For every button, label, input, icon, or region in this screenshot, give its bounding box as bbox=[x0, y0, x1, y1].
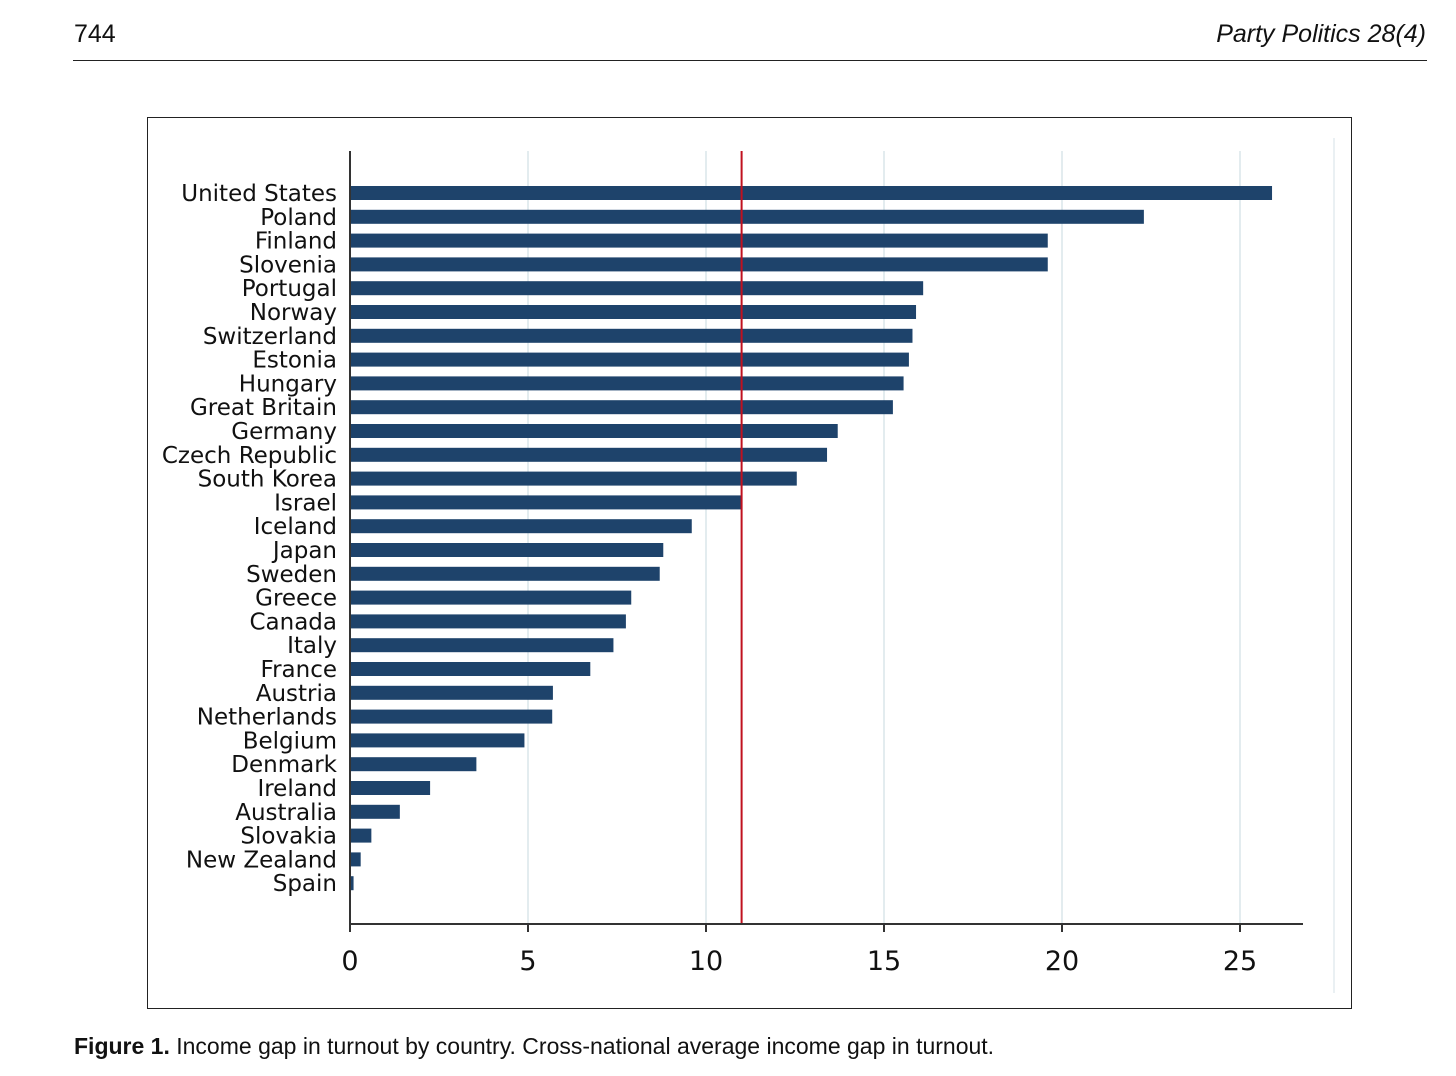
bar bbox=[350, 543, 664, 557]
category-label: New Zealand bbox=[186, 847, 337, 873]
bar bbox=[350, 566, 660, 581]
x-tick-label: 10 bbox=[689, 946, 723, 977]
category-label: Iceland bbox=[254, 514, 337, 540]
figure-caption: Figure 1. Income gap in turnout by count… bbox=[74, 1033, 994, 1060]
category-label: Switzerland bbox=[203, 324, 337, 350]
page-number: 744 bbox=[74, 20, 116, 48]
bar bbox=[350, 328, 913, 343]
category-label: Sweden bbox=[246, 562, 337, 588]
category-label: Slovenia bbox=[239, 252, 337, 278]
category-label: Hungary bbox=[239, 371, 337, 397]
x-tick-label: 25 bbox=[1223, 946, 1257, 977]
bar bbox=[350, 852, 361, 867]
category-label: Greece bbox=[255, 586, 337, 612]
category-label: Spain bbox=[273, 871, 337, 897]
bar bbox=[350, 447, 828, 462]
category-label: United States bbox=[181, 181, 337, 207]
figure-frame: United States Poland Finland Slovenia Portug… bbox=[147, 117, 1352, 1009]
bar bbox=[350, 471, 797, 486]
category-label: Australia bbox=[235, 800, 337, 826]
x-tick-label: 0 bbox=[341, 946, 358, 977]
bar bbox=[350, 733, 525, 748]
category-label: Estonia bbox=[252, 348, 337, 374]
bar bbox=[350, 804, 400, 819]
bar bbox=[350, 257, 1048, 272]
bar bbox=[350, 233, 1048, 248]
x-tick-label: 15 bbox=[867, 946, 901, 977]
bar-chart: United StatesPolandFinlandSloveniaPortug… bbox=[162, 138, 1335, 993]
category-label: Denmark bbox=[231, 752, 337, 778]
category-label: South Korea bbox=[198, 467, 337, 493]
bar bbox=[350, 757, 477, 772]
category-label: Italy bbox=[287, 633, 337, 659]
category-label: Portugal bbox=[242, 276, 337, 302]
bar bbox=[350, 281, 924, 296]
category-label: Netherlands bbox=[197, 705, 337, 731]
caption-label: Figure 1. bbox=[74, 1033, 170, 1059]
bar bbox=[350, 519, 692, 534]
category-label: Israel bbox=[274, 490, 337, 516]
category-label: Czech Republic bbox=[162, 443, 337, 469]
category-label: Norway bbox=[250, 300, 337, 326]
category-label: Poland bbox=[260, 205, 337, 231]
category-label: Austria bbox=[256, 681, 337, 707]
bar bbox=[350, 685, 553, 700]
bar bbox=[350, 590, 632, 605]
x-tick-label: 20 bbox=[1045, 946, 1079, 977]
bar bbox=[350, 424, 838, 438]
bar bbox=[350, 376, 904, 391]
bar bbox=[350, 400, 893, 415]
bar bbox=[350, 662, 591, 676]
category-label: Germany bbox=[231, 419, 337, 445]
bar bbox=[350, 495, 742, 510]
bar bbox=[350, 638, 614, 653]
category-label: Canada bbox=[249, 609, 337, 635]
category-label: Belgium bbox=[243, 728, 337, 754]
bar bbox=[350, 614, 626, 629]
category-label: Great Britain bbox=[190, 395, 337, 421]
bar bbox=[350, 352, 909, 367]
x-tick-label: 5 bbox=[519, 946, 536, 977]
bar bbox=[350, 828, 372, 843]
category-label: Japan bbox=[271, 538, 337, 564]
category-label: France bbox=[261, 657, 337, 683]
journal-title: Party Politics 28(4) bbox=[1216, 20, 1426, 48]
category-label: Slovakia bbox=[240, 824, 337, 850]
bar bbox=[350, 781, 431, 795]
bar bbox=[350, 209, 1144, 224]
caption-text: Income gap in turnout by country. Cross-… bbox=[176, 1033, 995, 1059]
bar bbox=[350, 305, 917, 319]
header-rule bbox=[73, 60, 1427, 61]
category-label: Finland bbox=[255, 229, 337, 255]
category-label: Ireland bbox=[257, 776, 337, 802]
bar bbox=[350, 876, 354, 891]
bar bbox=[350, 186, 1273, 200]
bar bbox=[350, 709, 553, 724]
